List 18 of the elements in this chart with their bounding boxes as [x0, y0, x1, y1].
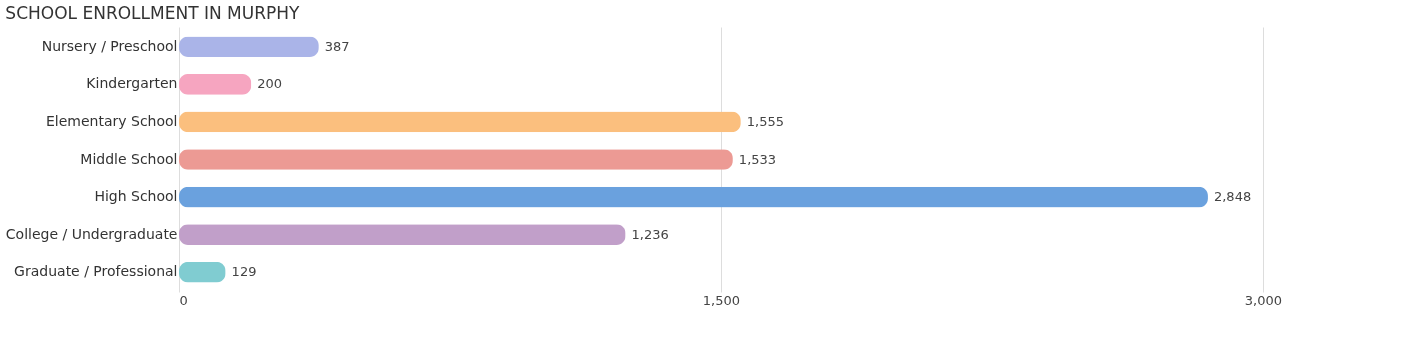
y-tick-label: Middle School — [80, 150, 178, 167]
x-tick-label: 3,000 — [1244, 292, 1282, 308]
x-tick-label: 0 — [179, 292, 188, 308]
y-tick-label: High School — [94, 188, 178, 205]
data-label: 1,555 — [746, 113, 785, 129]
y-tick-label: Graduate / Professional — [14, 263, 178, 280]
y-tick-label: College / Undergraduate — [5, 225, 178, 242]
data-label: 1,533 — [738, 151, 777, 167]
data-label: 1,236 — [631, 226, 669, 242]
data-label: 387 — [324, 38, 350, 54]
y-tick-label: Elementary School — [45, 112, 178, 129]
y-tick-label: Nursery / Preschool — [41, 37, 178, 54]
y-tick-label: Kindergarten — [86, 75, 178, 92]
data-label: 2,848 — [1213, 189, 1252, 205]
chart-title: SCHOOL ENROLLMENT IN MURPHY — [5, 3, 301, 23]
data-label: 200 — [257, 76, 283, 92]
data-label: 129 — [231, 264, 257, 280]
x-tick-label: 1,500 — [702, 292, 741, 308]
